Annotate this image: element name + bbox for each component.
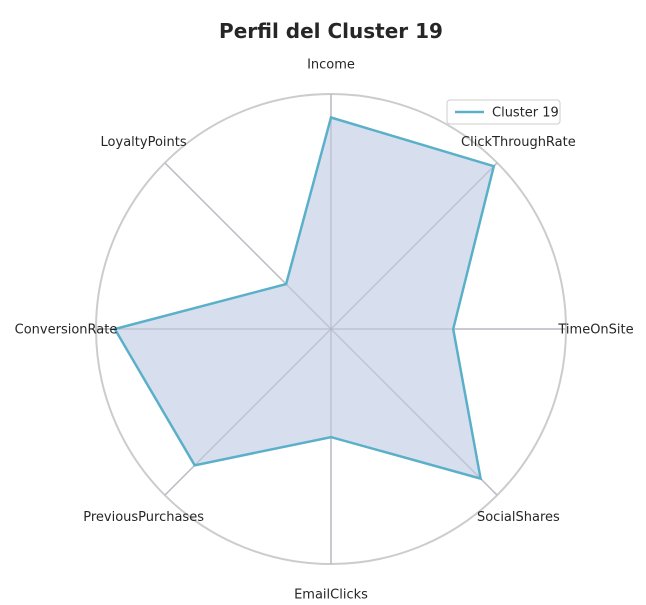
series-0-area: [114, 117, 494, 479]
data-layer: [96, 94, 566, 564]
axis-labels: Income ClickThroughRate TimeOnSite SocialSh…: [15, 58, 634, 603]
series-0-line: [112, 115, 496, 481]
axis-label-LoyaltyPoints: LoyaltyPoints: [101, 135, 187, 150]
spoke-overlay-LoyaltyPoints: [164, 162, 332, 330]
axis-label-TimeOnSite: TimeOnSite: [557, 323, 633, 338]
chart-title: Perfil del Cluster 19: [219, 19, 443, 43]
axis-label-Income: Income: [307, 58, 355, 73]
axis-label-EmailClicks: EmailClicks: [294, 588, 368, 603]
spoke-overlay-PreviousPurchases: [164, 328, 332, 496]
axis-label-ConversionRate: ConversionRate: [15, 323, 118, 338]
legend: Cluster 19: [446, 99, 561, 125]
spoke-overlay-SocialShares: [330, 328, 498, 496]
legend-label: Cluster 19: [492, 106, 559, 121]
axis-label-SocialShares: SocialShares: [477, 510, 560, 525]
spoke-overlay-ClickThroughRate: [330, 162, 498, 330]
axis-label-ClickThroughRate: ClickThroughRate: [461, 135, 576, 150]
axis-label-PreviousPurchases: PreviousPurchases: [83, 510, 204, 525]
legend-box: [446, 99, 561, 125]
